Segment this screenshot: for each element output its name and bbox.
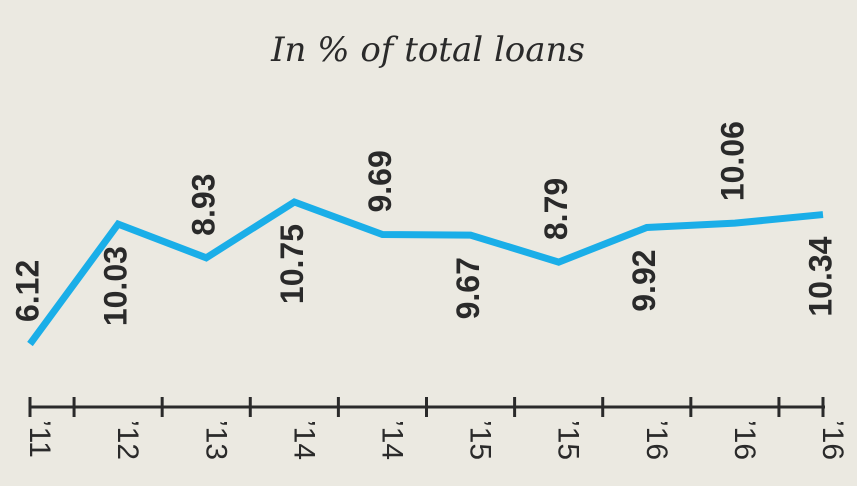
value-label: 10.03 [98, 246, 134, 326]
x-tick-label: ’16 [640, 420, 673, 460]
x-tick-label: ’16 [816, 420, 849, 460]
x-tick-label: ’14 [376, 420, 409, 460]
value-label: 10.06 [714, 121, 750, 201]
x-tick-label: ’14 [287, 420, 320, 460]
line [27, 198, 824, 347]
value-label: 8.79 [538, 178, 574, 240]
value-label: 8.93 [186, 174, 222, 236]
value-label: 10.34 [802, 236, 838, 316]
x-tick-label: ’13 [199, 420, 232, 460]
x-tick-label: ’16 [728, 420, 761, 460]
value-label: 10.75 [274, 224, 310, 304]
value-label: 9.92 [626, 249, 662, 311]
x-tick-label: ’15 [552, 420, 585, 460]
value-label: 9.67 [450, 257, 486, 319]
value-label: 9.69 [362, 150, 398, 212]
x-tick-label: ’11 [23, 420, 56, 458]
x-tick-label: ’12 [111, 420, 144, 460]
chart-subtitle: In % of total loans [270, 30, 585, 70]
x-tick-label: ’15 [464, 420, 497, 460]
value-label: 6.12 [9, 260, 45, 322]
